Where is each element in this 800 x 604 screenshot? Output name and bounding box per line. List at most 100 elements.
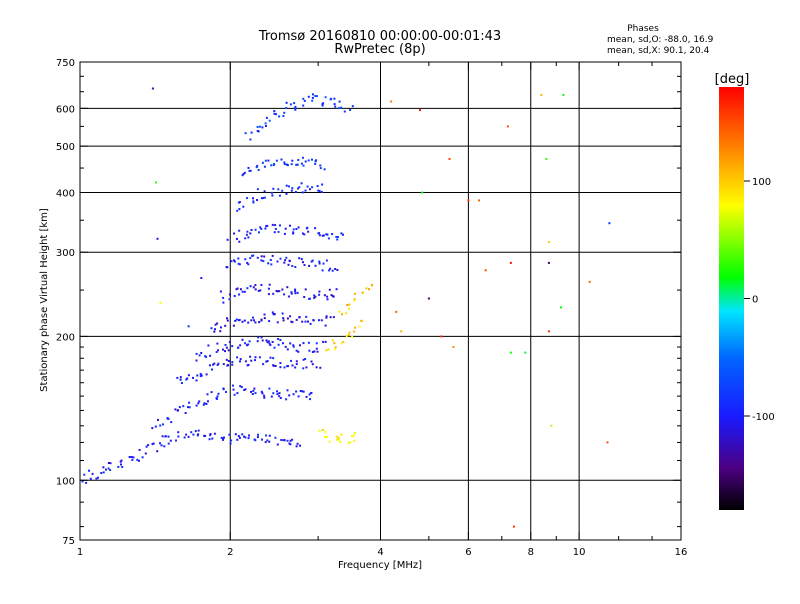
data-point: [214, 323, 217, 326]
data-point: [256, 164, 259, 167]
data-point: [170, 421, 173, 424]
data-point: [268, 387, 271, 390]
data-point: [220, 436, 223, 439]
data-point: [246, 230, 249, 233]
data-point: [105, 468, 107, 471]
data-point: [226, 317, 228, 320]
data-point: [203, 402, 206, 405]
data-point: [281, 288, 284, 291]
data-point: [353, 439, 356, 442]
data-point: [263, 165, 266, 168]
data-point: [192, 376, 194, 379]
data-point: [484, 269, 487, 272]
data-point: [334, 346, 337, 349]
data-point: [258, 321, 261, 324]
x-tick-labels: 1 2 4 6 8 10 16: [77, 547, 688, 558]
data-point: [285, 107, 288, 109]
data-point: [285, 163, 288, 166]
x-tick-label: 10: [573, 547, 586, 558]
data-point: [302, 358, 305, 361]
data-point: [400, 330, 403, 333]
data-point: [340, 342, 343, 345]
data-point: [312, 319, 315, 322]
data-point: [177, 431, 180, 434]
data-point: [318, 290, 321, 293]
data-point: [304, 358, 307, 360]
data-point: [333, 342, 336, 345]
data-point: [309, 322, 312, 325]
data-point: [247, 321, 250, 324]
data-point: [260, 284, 263, 286]
data-point: [390, 100, 393, 103]
data-point: [200, 374, 203, 377]
data-point: [289, 439, 292, 442]
data-point: [244, 132, 247, 135]
data-point: [311, 351, 314, 353]
data-point: [216, 395, 219, 398]
data-point: [238, 240, 241, 243]
data-point: [285, 184, 288, 187]
data-point: [345, 335, 348, 337]
data-point: [299, 344, 301, 347]
data-point: [341, 313, 343, 316]
data-point: [295, 445, 298, 448]
data-point: [304, 288, 307, 291]
data-point: [120, 459, 123, 462]
data-point: [131, 458, 134, 461]
data-point: [310, 360, 313, 363]
data-point: [219, 330, 222, 333]
data-point: [195, 404, 198, 407]
data-point: [274, 224, 277, 227]
data-point: [224, 324, 227, 327]
data-point: [263, 394, 266, 397]
data-point: [187, 435, 190, 438]
data-point: [300, 162, 303, 165]
data-point: [254, 284, 257, 287]
data-point: [227, 364, 229, 367]
data-point: [263, 196, 266, 199]
data-point: [361, 291, 364, 294]
data-point: [195, 359, 198, 362]
data-point: [241, 433, 244, 436]
data-point: [156, 237, 159, 240]
data-point: [232, 388, 235, 391]
data-point: [89, 477, 92, 480]
data-point: [180, 382, 183, 384]
data-point: [232, 384, 234, 387]
data-point: [276, 321, 279, 324]
data-point: [304, 189, 307, 192]
data-point: [318, 262, 321, 265]
data-point: [271, 223, 274, 226]
data-point: [269, 356, 272, 359]
grid-lines: [80, 62, 681, 540]
data-point: [280, 158, 283, 161]
data-point: [273, 112, 276, 115]
x-tick-label: 16: [675, 547, 688, 558]
data-point: [136, 458, 139, 461]
data-point: [313, 350, 316, 353]
data-point: [236, 356, 239, 359]
y-tick-label: 500: [56, 142, 75, 153]
data-point: [187, 325, 190, 328]
data-point: [268, 283, 271, 286]
data-point: [307, 320, 309, 323]
data-point: [252, 200, 255, 203]
data-point: [262, 363, 265, 366]
data-point: [326, 233, 329, 236]
data-point: [305, 315, 308, 318]
data-point: [225, 358, 228, 361]
data-point: [167, 435, 170, 438]
data-point: [235, 288, 238, 291]
data-point: [276, 443, 279, 446]
data-point: [337, 107, 340, 110]
data-point: [276, 260, 279, 263]
x-tick-label: 8: [528, 547, 534, 558]
data-point: [305, 366, 308, 369]
data-point: [213, 330, 216, 333]
data-point: [289, 315, 292, 318]
data-point: [314, 95, 317, 97]
data-point: [252, 286, 255, 289]
data-point: [288, 394, 291, 397]
